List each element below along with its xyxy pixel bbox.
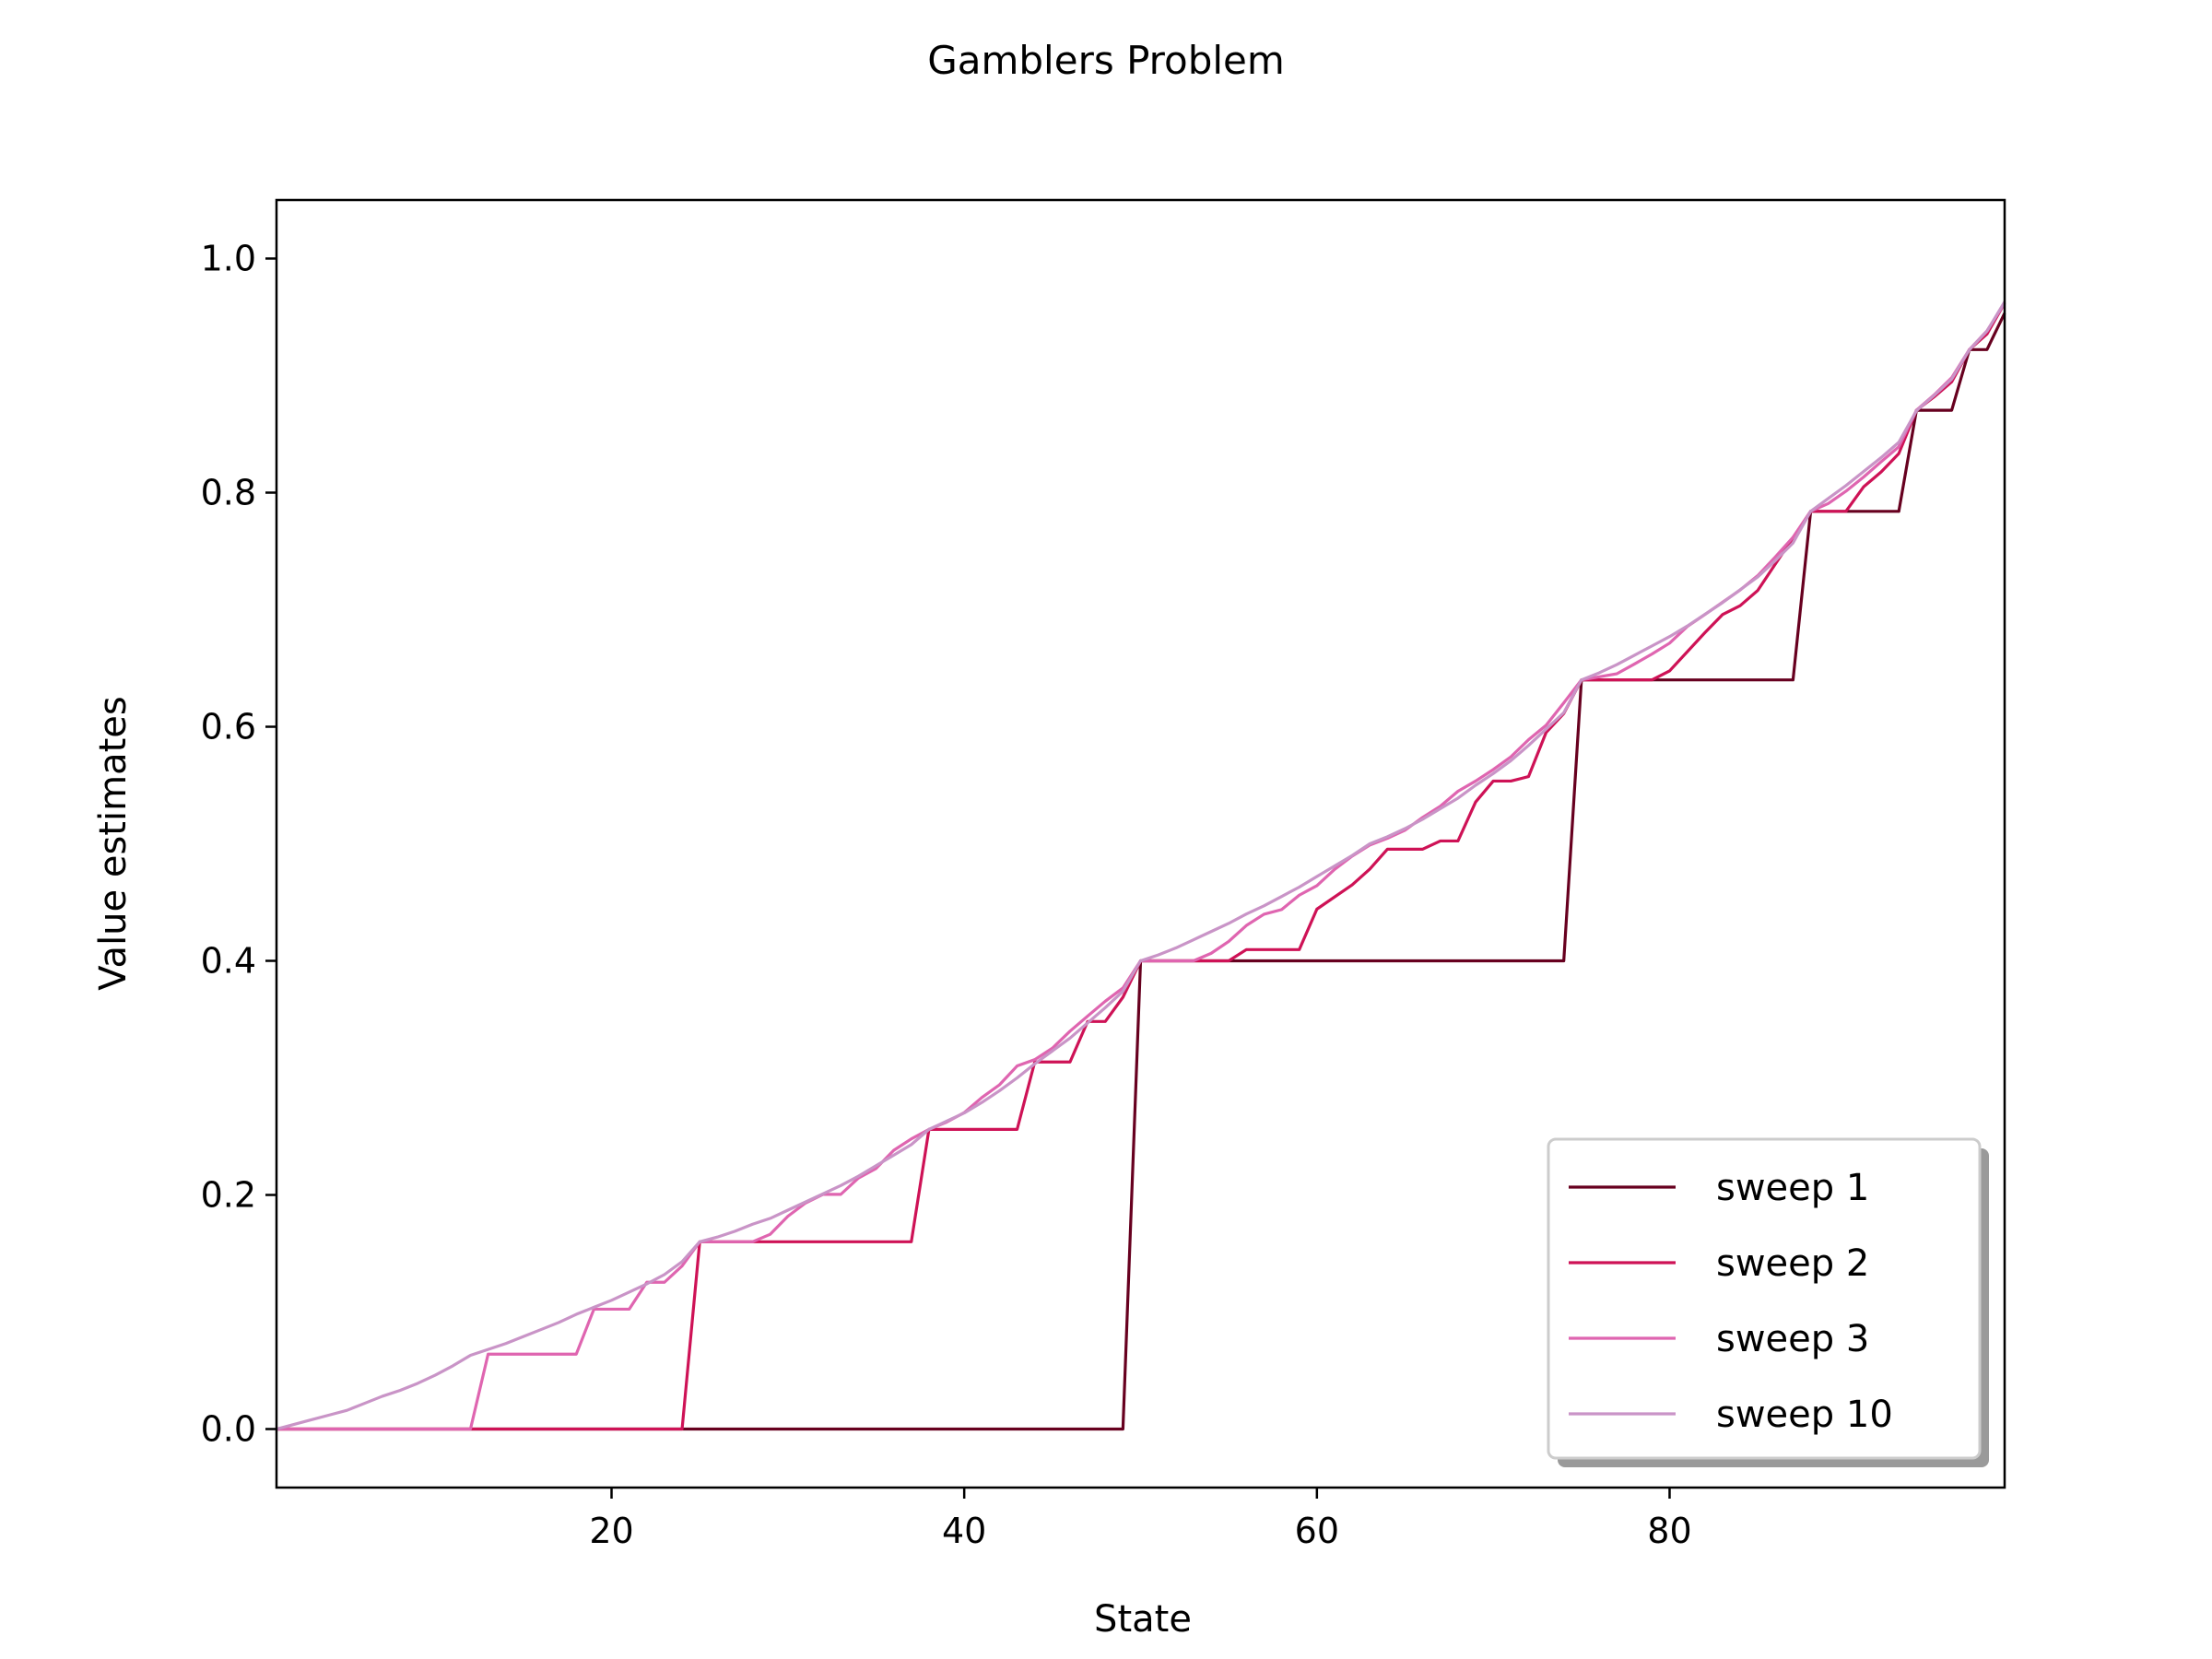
y-tick-label: 1.0 xyxy=(201,239,256,279)
series-line-2 xyxy=(276,302,2006,1431)
y-tick-label: 0.6 xyxy=(201,707,256,747)
y-tick-label: 0.2 xyxy=(201,1175,256,1216)
y-tick-label: 0.4 xyxy=(201,941,256,982)
legend-label-4: sweep 10 xyxy=(1716,1394,1893,1436)
x-tick-label: 40 xyxy=(942,1511,986,1551)
legend: sweep 1 sweep 2 sweep 3 sweep 10 xyxy=(1547,1137,1989,1467)
y-axis-ticks: 0.0 0.2 0.4 0.6 0.8 1.0 xyxy=(201,239,276,1450)
y-axis-label: Value estimates xyxy=(92,696,135,990)
series-lines xyxy=(276,300,2006,1431)
x-tick-label: 20 xyxy=(589,1511,633,1551)
legend-box xyxy=(1547,1137,1982,1460)
x-axis-ticks: 20 40 60 80 xyxy=(589,1488,1692,1551)
x-tick-label: 80 xyxy=(1647,1511,1691,1551)
plot-frame xyxy=(275,198,2006,1489)
series-line-4 xyxy=(276,300,2006,1431)
chart-title: Gamblers Problem xyxy=(927,38,1285,83)
legend-label-2: sweep 2 xyxy=(1716,1242,1869,1285)
y-tick-label: 0.8 xyxy=(201,473,256,513)
plot-area xyxy=(275,198,2006,1489)
x-axis-label: State xyxy=(1094,1598,1192,1641)
legend-entries: sweep 1 sweep 2 sweep 3 sweep 10 xyxy=(1569,1167,1893,1436)
x-tick-label: 60 xyxy=(1295,1511,1339,1551)
legend-label-3: sweep 3 xyxy=(1716,1318,1869,1360)
legend-label-1: sweep 1 xyxy=(1716,1167,1869,1209)
y-tick-label: 0.0 xyxy=(201,1409,256,1450)
